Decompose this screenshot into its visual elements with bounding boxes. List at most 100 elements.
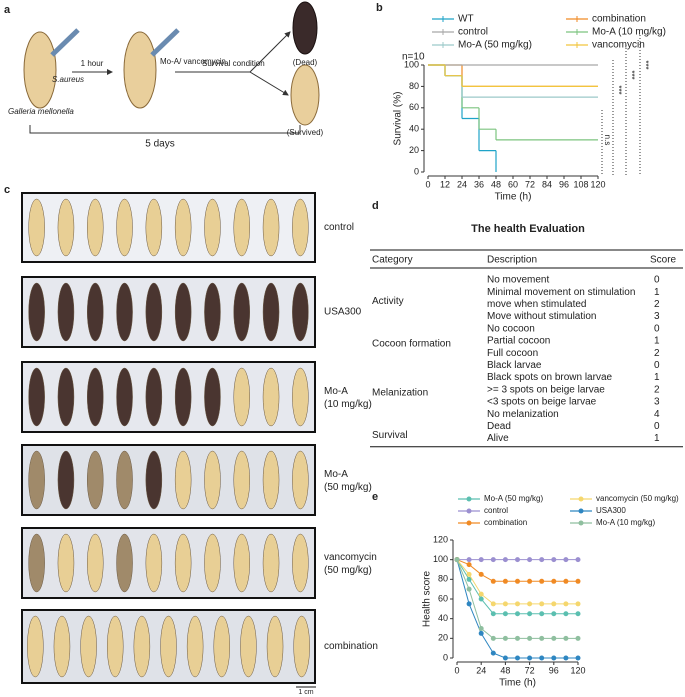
larva: [204, 198, 221, 257]
legend-swatch: [466, 508, 472, 514]
x-tick-label: 36: [474, 179, 484, 189]
point: [515, 655, 520, 661]
larva: [116, 198, 133, 257]
y-tick-label: 100: [404, 59, 419, 69]
label: Survival condition: [202, 59, 265, 68]
legend-label: WT: [458, 14, 474, 25]
larva: [293, 615, 310, 678]
diagram: S.aureus Galleria mellonella 1 hour Mo-A…: [8, 1, 324, 150]
y-axis-label: Survival (%): [393, 92, 404, 146]
point: [466, 576, 472, 582]
larva: [28, 282, 45, 342]
point: [454, 557, 460, 563]
point: [575, 635, 581, 641]
y-tick-label: 20: [409, 145, 419, 155]
survival-chart: 0 20 40 60 80 100 0 12 24 36 48 60 72 84 96 108 120 Time …: [393, 14, 666, 203]
point: [478, 626, 484, 631]
point: [563, 611, 569, 617]
category: Cocoon formation: [372, 339, 451, 350]
larva: [87, 367, 104, 427]
score: 4: [654, 409, 660, 420]
legend-swatch: [466, 496, 472, 502]
larva: [262, 282, 280, 342]
scale-label: 1 cm: [298, 689, 313, 696]
y-tick-label: 40: [438, 613, 448, 623]
point: [478, 596, 484, 602]
larva: [292, 367, 309, 427]
point: [515, 635, 520, 641]
label: Galleria mellonella: [8, 107, 74, 116]
significance: ***: [627, 70, 636, 79]
health-chart: 0 20 40 60 80 100 120 0 24 48 72 96 120 Time (h) Healt…: [422, 494, 679, 689]
significance: ***: [614, 85, 623, 94]
point: [551, 611, 557, 617]
syringe: [50, 28, 80, 57]
larva: [106, 615, 124, 678]
larva: [145, 198, 163, 257]
larva: [160, 615, 177, 678]
label: Mo-A/ vancomycin: [160, 57, 226, 66]
point: [502, 578, 508, 584]
row-label: control: [324, 222, 354, 233]
y-tick-label: 80: [438, 574, 448, 584]
y-tick-label: 100: [433, 554, 448, 564]
row-label-part: (50 mg/kg): [324, 565, 372, 576]
larva: [116, 367, 133, 427]
larva: [28, 198, 45, 257]
larva: [57, 198, 75, 257]
bracket: [29, 125, 301, 134]
y-tick-label: 120: [433, 534, 448, 544]
point: [466, 586, 472, 592]
score: 3: [654, 311, 660, 322]
point: [466, 562, 472, 568]
description: Minimal movement on stimulation: [487, 287, 635, 298]
description: <3 spots on beige larvae: [487, 397, 597, 408]
point: [575, 655, 581, 661]
y-tick-label: 0: [443, 652, 448, 662]
row-label: combination: [324, 641, 378, 652]
category: Activity: [372, 296, 404, 307]
legend-label: Mo-A (10 mg/kg): [596, 518, 655, 527]
larva: [87, 198, 104, 257]
larva: [213, 615, 231, 678]
larva: [292, 450, 309, 510]
description: Black larvae: [487, 360, 542, 371]
larva: [116, 282, 133, 342]
row-label-part: Mo-A: [324, 386, 348, 397]
x-tick-label: 24: [457, 179, 467, 189]
point: [551, 655, 557, 661]
row-label-part: Mo-A: [324, 469, 348, 480]
point: [490, 635, 496, 641]
larva: [123, 31, 157, 109]
note: n=10: [402, 52, 425, 63]
larva: [292, 282, 309, 342]
description: Partial cocoon: [487, 336, 550, 347]
larva: [28, 533, 45, 593]
series-line: [456, 559, 578, 639]
legend-label: USA300: [596, 506, 626, 515]
point: [490, 650, 496, 656]
point: [527, 557, 533, 563]
larva: [204, 367, 221, 427]
score: 1: [654, 372, 660, 383]
description: Full cocoon: [487, 348, 538, 359]
larva: [233, 282, 250, 342]
header-cell: Score: [650, 255, 677, 266]
legend-label: Mo-A (10 mg/kg): [592, 27, 666, 38]
legend-label: control: [484, 506, 508, 515]
point: [539, 635, 545, 641]
score: 0: [654, 275, 660, 286]
point: [563, 578, 569, 584]
x-tick-label: 60: [508, 179, 518, 189]
panel-label: d: [372, 200, 379, 212]
point: [563, 635, 569, 641]
photo-panel: control USA300 Mo-A (10 mg/kg) Mo-A (50 mg/kg…: [21, 192, 378, 696]
panel-label: c: [4, 184, 10, 196]
larva: [204, 450, 221, 510]
point: [515, 578, 520, 584]
x-tick-label: 12: [440, 179, 450, 189]
point: [551, 635, 557, 641]
panel-label: e: [372, 491, 378, 503]
larva: [57, 367, 75, 427]
arrow: [249, 31, 291, 73]
